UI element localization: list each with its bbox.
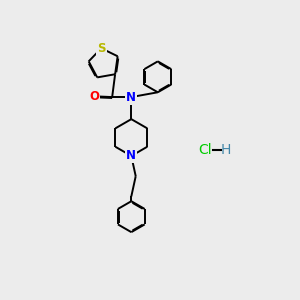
Text: O: O (89, 90, 100, 103)
Text: Cl: Cl (198, 143, 212, 157)
Text: N: N (126, 91, 136, 103)
Text: H: H (220, 143, 231, 157)
Text: N: N (126, 149, 136, 163)
Text: S: S (97, 42, 106, 55)
